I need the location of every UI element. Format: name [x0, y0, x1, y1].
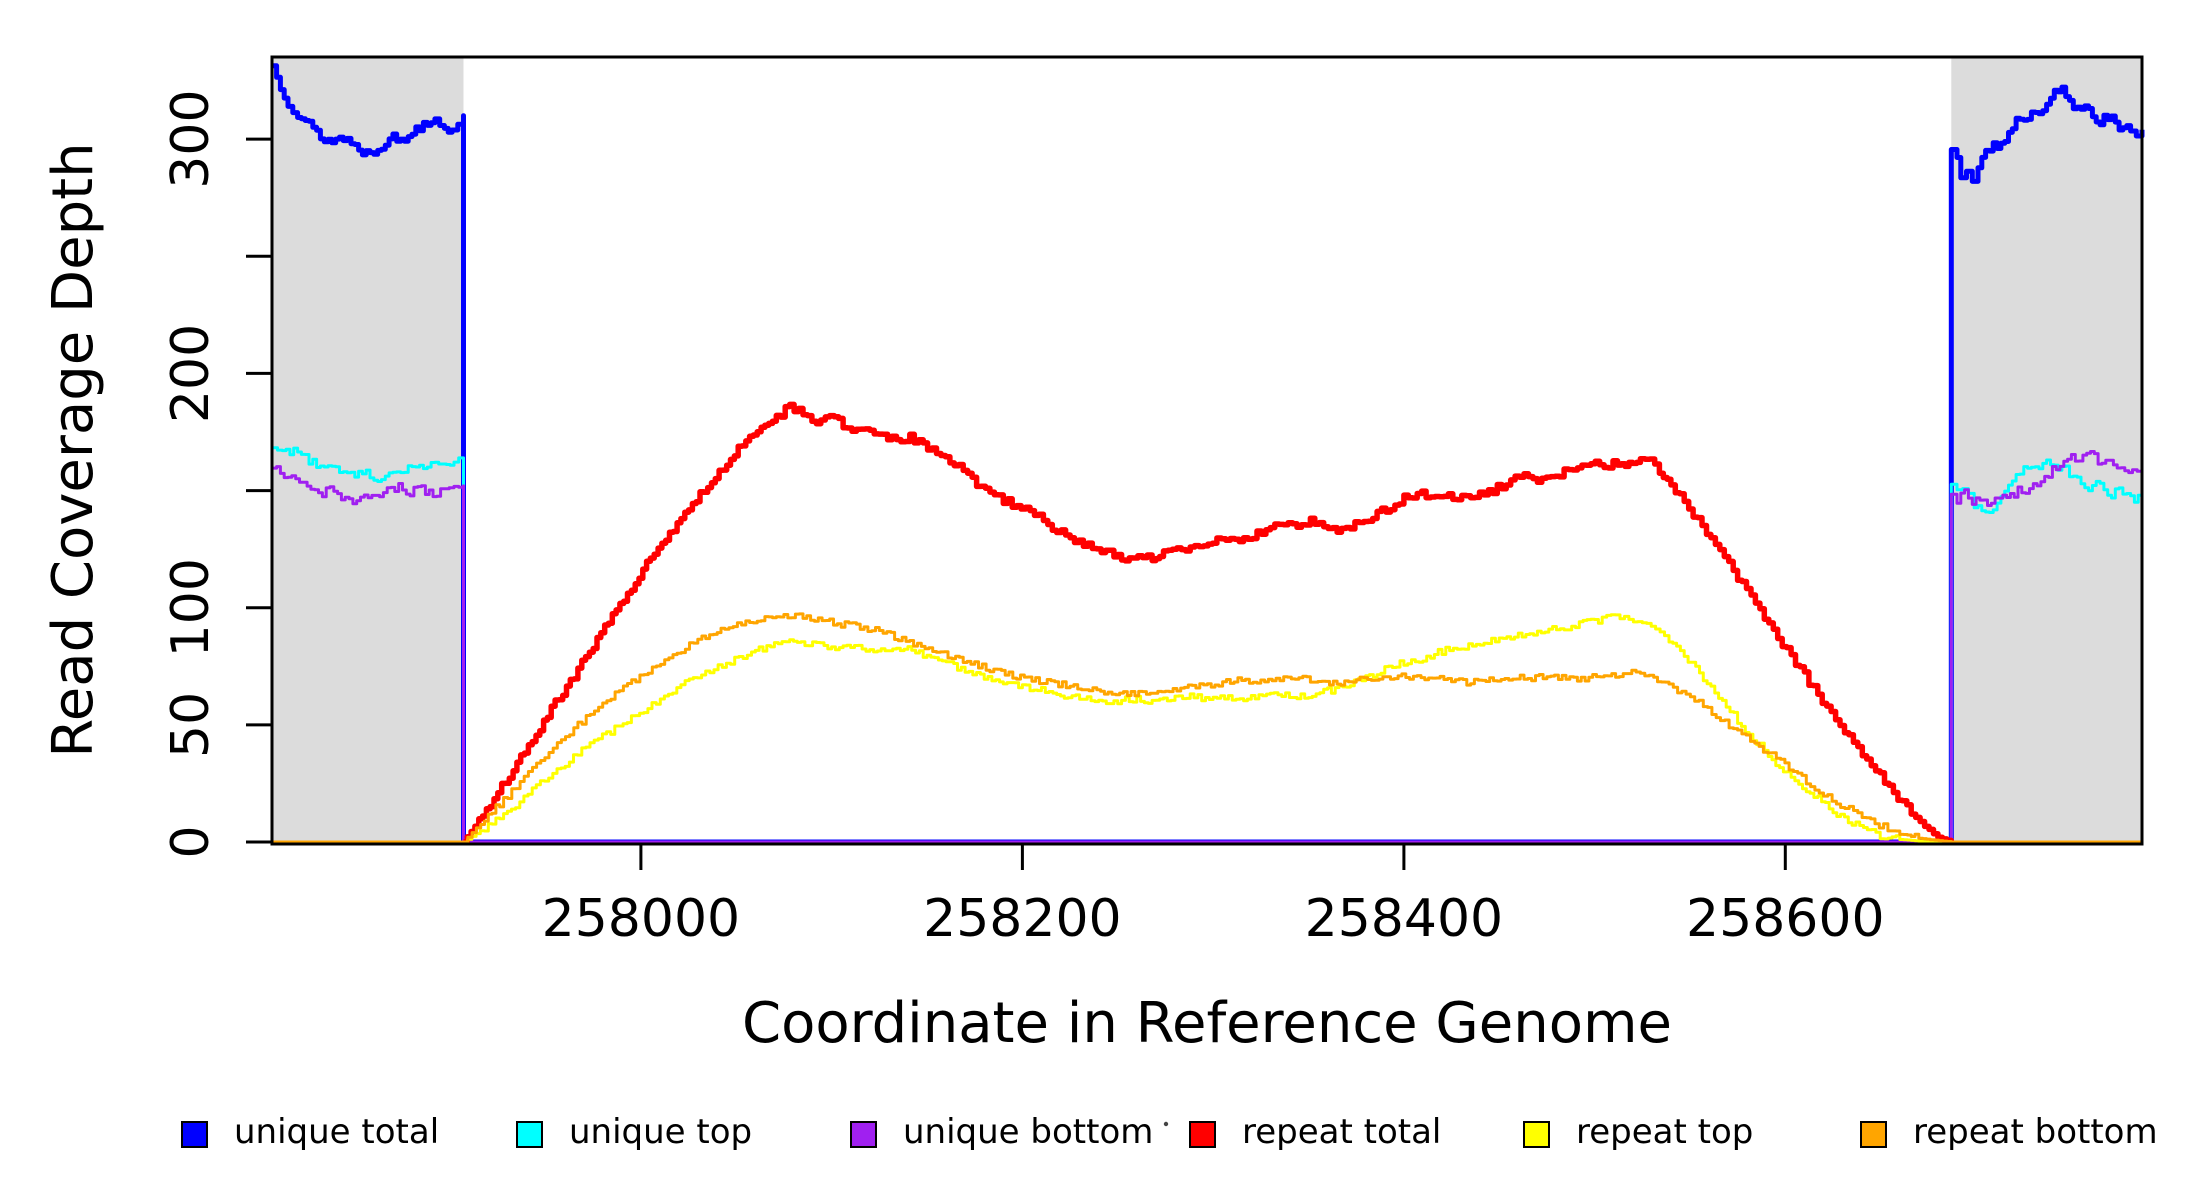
- x-axis-title: Coordinate in Reference Genome: [742, 991, 1672, 1056]
- legend-label: unique total: [234, 1112, 439, 1152]
- legend-label: repeat total: [1242, 1112, 1441, 1152]
- y-axis-title: Read Coverage Depth: [41, 142, 106, 757]
- axes-group: 258000 258200 258400 258600 0 50 100 200 300: [161, 89, 1885, 949]
- legend-label: repeat bottom: [1913, 1112, 2158, 1152]
- series-group: [272, 63, 2145, 845]
- legend-label: unique top: [569, 1112, 752, 1152]
- y-tick-label: 100: [161, 558, 221, 657]
- legend-swatch-unique-bottom: [850, 1121, 877, 1148]
- legend-label: unique bottom: [903, 1112, 1153, 1152]
- y-tick-label: 50: [161, 692, 221, 758]
- legend-swatch-repeat-top: [1523, 1121, 1550, 1148]
- series-line-unique-bottom: [272, 450, 2144, 844]
- legend-label: repeat top: [1576, 1112, 1753, 1152]
- y-tick-label: 0: [161, 825, 221, 858]
- x-tick-label: 258400: [1305, 889, 1504, 949]
- y-tick-label: 200: [161, 324, 221, 423]
- shaded-region-right: [1951, 57, 2142, 844]
- legend: unique total unique top unique bottom repea…: [181, 1112, 2158, 1152]
- x-tick-label: 258000: [542, 889, 741, 949]
- series-line-repeat-bottom: [272, 612, 2142, 844]
- legend-swatch-unique-top: [516, 1121, 543, 1148]
- legend-swatch-repeat-bottom: [1860, 1121, 1887, 1148]
- stray-dot-artifact: [1163, 1121, 1169, 1127]
- x-tick-label: 258600: [1686, 889, 1885, 949]
- legend-swatch-unique-total: [181, 1121, 208, 1148]
- x-tick-label: 258200: [923, 889, 1122, 949]
- y-tick-label: 300: [161, 89, 221, 188]
- plot-frame: [270, 55, 2144, 846]
- shaded-region-left: [272, 57, 464, 844]
- series-line-repeat-total: [463, 401, 1955, 845]
- legend-swatch-repeat-total: [1189, 1121, 1216, 1148]
